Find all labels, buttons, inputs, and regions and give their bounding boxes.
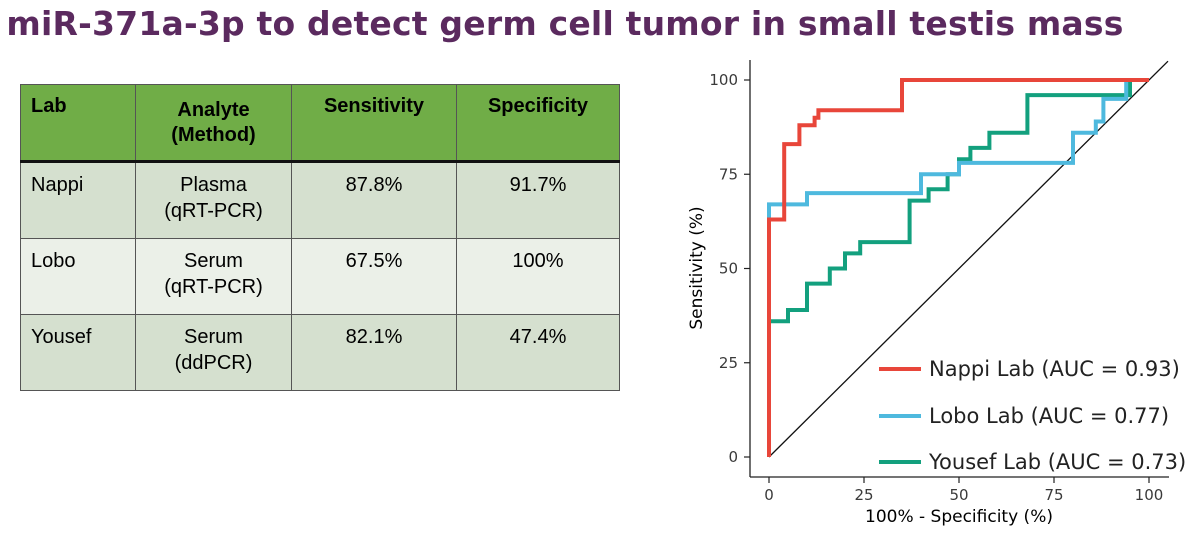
table-row: Nappi Plasma (qRT-PCR) 87.8% 91.7% [20,161,620,239]
cell-analyte: Serum (qRT-PCR) [135,238,292,315]
cell-analyte-method: (ddPCR) [174,352,253,374]
legend-label: Lobo Lab (AUC = 0.77) [929,404,1169,428]
roc-series-line [767,78,1149,457]
header-analyte: Analyte (Method) [135,84,292,163]
y-tick-label: 50 [719,260,738,278]
cell-sensitivity: 87.8% [291,161,457,239]
lab-comparison-table: Lab Analyte (Method) Sensitivity Specifi… [20,84,620,391]
x-tick-label: 50 [949,486,968,504]
cell-lab: Yousef [20,314,136,391]
cell-analyte-method: (qRT-PCR) [164,276,263,298]
header-method-label: (Method) [171,123,256,146]
legend-label: Yousef Lab (AUC = 0.73) [928,450,1186,474]
roc-curve-chart: 0 25 50 75 100 0 25 50 75 100 100% - Specificity (… [687,60,1186,527]
cell-specificity: 47.4% [456,314,620,391]
cell-analyte-sample: Serum [184,326,243,348]
roc-series-line [767,78,1149,457]
x-tick-label: 75 [1044,486,1063,504]
legend-label: Nappi Lab (AUC = 0.93) [929,357,1180,381]
y-tick-label: 75 [719,165,738,183]
cell-lab: Lobo [20,238,136,315]
cell-analyte-method: (qRT-PCR) [164,200,263,222]
cell-sensitivity: 67.5% [291,238,457,315]
reference-diagonal [768,60,1169,458]
header-sensitivity: Sensitivity [291,84,457,163]
table-row: Lobo Serum (qRT-PCR) 67.5% 100% [20,238,620,315]
roc-series-line [767,78,1149,457]
x-axis-title: 100% - Specificity (%) [865,507,1053,527]
y-tick-label: 25 [719,354,738,372]
x-tick-label: 0 [764,486,774,504]
cell-analyte-sample: Serum [184,250,243,272]
cell-sensitivity: 82.1% [291,314,457,391]
cell-analyte: Plasma (qRT-PCR) [135,161,292,239]
table-row: Yousef Serum (ddPCR) 82.1% 47.4% [20,314,620,391]
cell-specificity: 91.7% [456,161,620,239]
y-axis-title: Sensitivity (%) [687,206,707,329]
slide-title: miR-371a-3p to detect germ cell tumor in… [6,4,1124,43]
y-tick-label: 0 [728,448,738,466]
y-tick-label: 100 [709,71,738,89]
table-header-row: Lab Analyte (Method) Sensitivity Specifi… [20,84,620,163]
cell-analyte-sample: Plasma [180,174,247,196]
cell-specificity: 100% [456,238,620,315]
x-tick-label: 25 [854,486,873,504]
cell-analyte: Serum (ddPCR) [135,314,292,391]
x-tick-label: 100 [1135,486,1164,504]
header-lab: Lab [20,84,136,163]
cell-lab: Nappi [20,161,136,239]
header-specificity: Specificity [456,84,620,163]
header-analyte-label: Analyte [177,98,250,121]
